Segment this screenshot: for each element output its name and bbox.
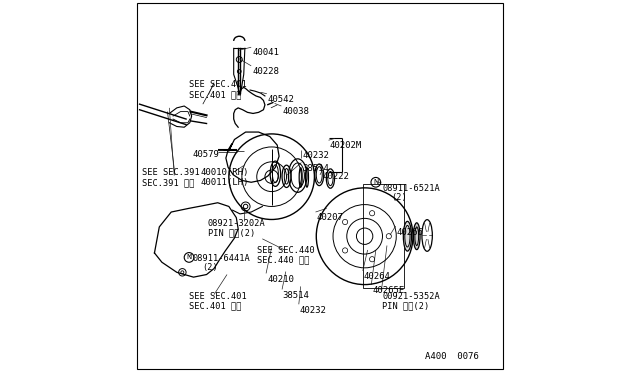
Text: 08911-6521A: 08911-6521A [383,184,440,193]
Text: 40264: 40264 [364,272,391,281]
Text: (2): (2) [392,193,407,202]
Text: SEE SEC.401: SEE SEC.401 [189,80,247,89]
Text: 40010(RH): 40010(RH) [200,168,248,177]
Text: PIN ピン(2): PIN ピン(2) [383,301,429,310]
Text: 40038: 40038 [282,107,309,116]
Text: (2): (2) [202,263,218,272]
Text: 40222: 40222 [323,172,350,181]
Text: 40011(LH): 40011(LH) [200,178,248,187]
Text: SEC.401 参照: SEC.401 参照 [189,302,241,311]
Text: 40202M: 40202M [330,141,362,150]
Text: N: N [186,254,192,260]
Text: 38514: 38514 [302,164,329,173]
Ellipse shape [403,221,412,251]
Text: SEC.391 参照: SEC.391 参照 [142,179,195,187]
Text: A400  0076: A400 0076 [425,352,479,360]
Text: SEC.440 参照: SEC.440 参照 [257,255,309,264]
Text: 40228: 40228 [252,67,279,76]
Text: 08921-3202A: 08921-3202A [207,219,266,228]
Text: SEE SEC.401: SEE SEC.401 [189,292,247,301]
Text: 40265E: 40265E [372,286,404,295]
Text: N: N [373,179,378,185]
Text: SEE SEC.391: SEE SEC.391 [142,168,200,177]
Text: 38514: 38514 [283,291,310,300]
Text: 40579: 40579 [193,150,220,158]
Ellipse shape [413,223,420,250]
Text: 40232: 40232 [302,151,329,160]
Text: PIN ピン(2): PIN ピン(2) [207,229,255,238]
Text: 40266: 40266 [396,228,423,237]
Text: 40542: 40542 [268,95,295,104]
Text: 40041: 40041 [252,48,279,57]
Text: SEE SEC.440: SEE SEC.440 [257,246,314,254]
Bar [363,184,404,288]
Text: 40210: 40210 [267,275,294,283]
Text: 40207: 40207 [316,213,343,222]
Text: 00921-5352A: 00921-5352A [383,292,440,301]
Text: SEC.401 参照: SEC.401 参照 [189,90,241,99]
Text: 40232: 40232 [300,306,326,315]
Text: 08911-6441A: 08911-6441A [193,254,250,263]
